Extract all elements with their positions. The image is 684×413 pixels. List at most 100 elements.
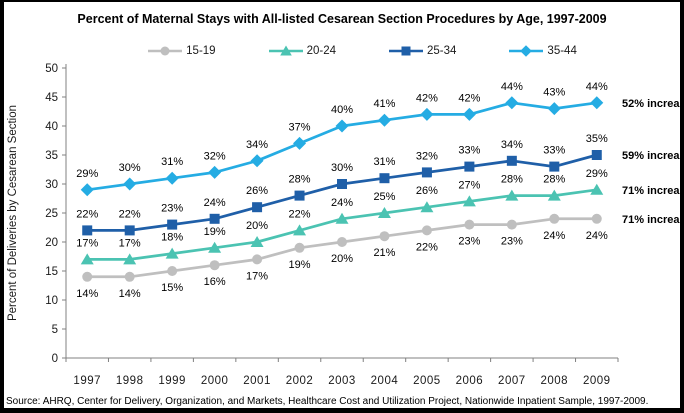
data-label: 33% <box>458 145 480 157</box>
data-point-25-34 <box>252 202 263 213</box>
data-label: 30% <box>331 162 353 174</box>
legend-label: 25-34 <box>427 45 457 57</box>
data-point-20-24 <box>462 195 476 207</box>
data-label: 14% <box>76 288 98 300</box>
data-point-20-24 <box>80 253 94 265</box>
data-point-15-19 <box>506 219 517 230</box>
data-point-25-34 <box>464 161 475 172</box>
y-tick-label: 5 <box>52 324 58 336</box>
data-label: 44% <box>586 81 608 93</box>
legend-item-35-44: 35-44 <box>508 44 577 58</box>
data-label: 16% <box>204 276 226 288</box>
legend-marker-circle-icon <box>148 46 183 56</box>
data-label: 26% <box>416 185 438 197</box>
legend-label: 20-24 <box>306 45 336 57</box>
x-tick-label: 2000 <box>201 375 229 387</box>
annotation-25-34: 59% increase <box>622 150 680 162</box>
y-tick-label: 40 <box>45 121 58 133</box>
data-label: 26% <box>246 185 268 197</box>
legend-marker-shape <box>160 46 170 56</box>
data-point-35-44 <box>80 183 94 197</box>
data-point-20-24 <box>377 207 391 218</box>
x-tick-label: 2009 <box>583 375 611 387</box>
x-tick-label: 1999 <box>158 375 186 387</box>
y-tick-label: 20 <box>45 237 58 249</box>
data-point-15-19 <box>167 266 178 276</box>
x-tick-label: 1998 <box>116 375 144 387</box>
data-point-25-34 <box>379 173 390 184</box>
data-point-15-19 <box>464 219 475 230</box>
data-label: 22% <box>289 208 311 220</box>
data-point-35-44 <box>293 136 307 150</box>
data-label: 23% <box>458 236 480 248</box>
data-label: 41% <box>373 98 395 110</box>
y-tick-label: 15 <box>45 266 58 278</box>
legend-marker-shape <box>401 46 411 56</box>
data-label: 37% <box>289 121 311 133</box>
data-label: 24% <box>204 197 226 209</box>
data-point-25-34 <box>591 150 602 160</box>
data-point-20-24 <box>505 189 519 201</box>
data-label: 17% <box>76 237 98 249</box>
data-point-20-24 <box>547 189 561 201</box>
data-point-25-34 <box>209 213 220 224</box>
data-label: 20% <box>331 253 353 265</box>
annotation-15-19: 71% increase <box>622 214 680 226</box>
annotation-35-44: 52% increase <box>622 98 680 110</box>
data-point-25-34 <box>549 161 560 172</box>
data-point-35-44 <box>505 96 519 110</box>
data-point-35-44 <box>165 171 179 185</box>
data-point-20-24 <box>590 183 604 195</box>
data-label: 30% <box>119 162 141 174</box>
data-label: 34% <box>246 139 268 151</box>
x-tick-label: 2003 <box>328 375 356 387</box>
data-point-20-24 <box>420 201 434 213</box>
legend-marker-diamond-icon <box>509 45 544 57</box>
data-label: 28% <box>289 174 311 186</box>
data-point-35-44 <box>590 96 604 110</box>
data-label: 17% <box>246 270 268 282</box>
data-point-15-19 <box>591 213 602 224</box>
data-label: 32% <box>416 150 438 162</box>
data-label: 44% <box>501 81 523 93</box>
data-point-15-19 <box>549 213 560 224</box>
data-point-20-24 <box>123 253 137 265</box>
legend-item-25-34: 25-34 <box>388 44 456 58</box>
data-point-20-24 <box>293 224 307 236</box>
data-point-25-34 <box>294 190 305 201</box>
legend-marker-square-icon <box>389 46 423 56</box>
data-point-20-24 <box>208 241 222 253</box>
data-point-25-34 <box>82 225 93 236</box>
data-label: 15% <box>161 282 183 294</box>
x-tick-label: 2002 <box>286 375 314 387</box>
x-tick-label: 2008 <box>541 375 569 387</box>
data-label: 27% <box>458 179 480 191</box>
data-label: 23% <box>501 236 523 248</box>
data-label: 21% <box>373 247 395 259</box>
data-label: 23% <box>161 203 183 215</box>
data-point-25-34 <box>506 155 517 166</box>
data-point-35-44 <box>250 154 264 168</box>
legend-marker-shape <box>279 45 292 56</box>
data-label: 33% <box>543 145 565 157</box>
annotation-20-24: 71% increase <box>622 185 680 197</box>
data-point-25-34 <box>421 167 432 178</box>
data-label: 24% <box>543 230 565 242</box>
data-label: 40% <box>331 104 353 116</box>
data-point-20-24 <box>165 247 179 259</box>
data-point-25-34 <box>167 219 178 230</box>
data-label: 24% <box>331 197 353 209</box>
data-point-15-19 <box>82 271 93 282</box>
legend-label: 35-44 <box>547 45 577 57</box>
series-line-15-19 <box>85 217 599 279</box>
data-point-15-19 <box>421 225 432 236</box>
data-label: 28% <box>501 174 523 186</box>
data-label: 22% <box>119 208 141 220</box>
data-point-15-19 <box>337 237 347 247</box>
data-point-15-19 <box>209 260 220 271</box>
y-tick-label: 30 <box>45 179 58 191</box>
data-point-15-19 <box>124 271 135 282</box>
data-point-15-19 <box>294 242 305 253</box>
y-tick-label: 35 <box>45 150 58 162</box>
